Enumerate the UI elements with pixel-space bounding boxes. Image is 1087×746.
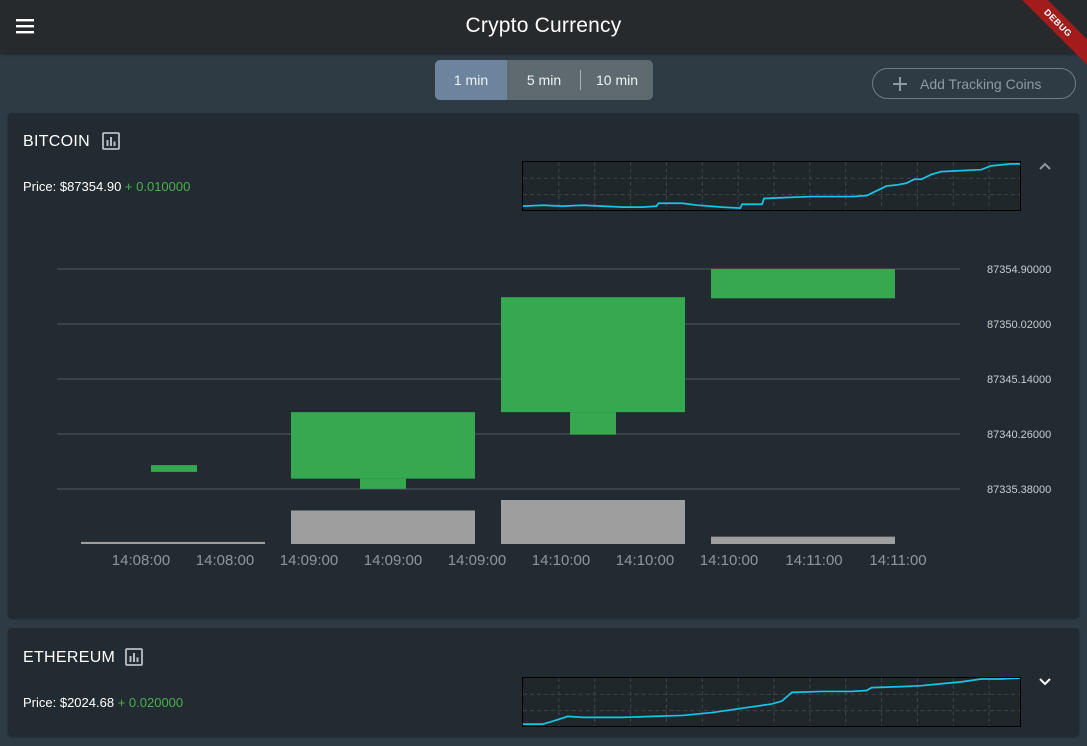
x-tick-label: 14:09:00 — [280, 552, 338, 569]
x-tick-label: 14:10:00 — [700, 552, 758, 569]
x-tick-label: 14:11:00 — [785, 552, 842, 569]
price-change: + 0.020000 — [117, 695, 184, 710]
interval-option-5min[interactable]: 5 min — [526, 72, 562, 88]
coin-name: BITCOIN — [23, 133, 90, 150]
price-change: + 0.010000 — [124, 179, 191, 194]
bar-chart-icon[interactable] — [102, 132, 120, 150]
plus-icon — [893, 77, 907, 91]
bar-chart-icon[interactable] — [125, 648, 143, 666]
menu-icon[interactable] — [14, 15, 36, 37]
app-bar: Crypto Currency DEBUG — [0, 0, 1087, 69]
x-tick-label: 14:09:00 — [364, 552, 422, 569]
coin-card-ethereum: ETHEREUM Price: $2024.68 + 0.020000 — [8, 628, 1079, 736]
chevron-down-icon[interactable] — [1037, 674, 1053, 690]
sparkline-chart — [522, 161, 1021, 211]
volume-bar — [81, 541, 265, 544]
add-tracking-coins-button[interactable]: Add Tracking Coins — [872, 68, 1076, 99]
sparkline-chart — [522, 677, 1021, 727]
x-tick-label: 14:10:00 — [532, 552, 590, 569]
coin-card-bitcoin: BITCOIN Price: $87354.90 + 0.010000 8735… — [8, 113, 1079, 618]
y-tick-label: 87345.14000 — [987, 374, 1051, 386]
segment-divider — [580, 70, 581, 90]
candle-wick — [570, 412, 616, 435]
x-tick-label: 14:11:00 — [869, 552, 926, 569]
price-value: Price: $2024.68 — [23, 695, 115, 710]
candle-body — [711, 269, 895, 299]
y-tick-label: 87340.26000 — [987, 429, 1051, 441]
interval-selector: 1 min 5 min 10 min — [435, 60, 653, 100]
volume-bar — [711, 536, 895, 544]
price-row: Price: $87354.90 + 0.010000 — [23, 179, 190, 194]
y-tick-label: 87335.38000 — [987, 484, 1051, 496]
x-tick-label: 14:09:00 — [448, 552, 506, 569]
x-tick-label: 14:08:00 — [112, 552, 170, 569]
page-title: Crypto Currency — [465, 14, 622, 37]
interval-option-1min[interactable]: 1 min — [435, 60, 507, 100]
candle-wick — [360, 478, 406, 489]
candle-body — [291, 412, 475, 479]
x-tick-label: 14:08:00 — [196, 552, 254, 569]
interval-option-10min[interactable]: 10 min — [595, 72, 639, 88]
volume-bar — [501, 500, 685, 544]
volume-bar — [291, 510, 475, 544]
coin-name: ETHEREUM — [23, 649, 116, 666]
price-value: Price: $87354.90 — [23, 179, 122, 194]
y-tick-label: 87354.90000 — [987, 264, 1051, 276]
y-tick-label: 87350.02000 — [987, 319, 1051, 331]
candlestick-chart: 87354.90000 87350.02000 87345.14000 87340.2… — [57, 264, 1051, 569]
add-button-label: Add Tracking Coins — [920, 76, 1042, 92]
x-tick-label: 14:10:00 — [616, 552, 674, 569]
candle-body — [501, 297, 685, 413]
price-row: Price: $2024.68 + 0.020000 — [23, 695, 183, 710]
candle-body — [151, 465, 197, 472]
chevron-up-icon[interactable] — [1037, 158, 1053, 174]
